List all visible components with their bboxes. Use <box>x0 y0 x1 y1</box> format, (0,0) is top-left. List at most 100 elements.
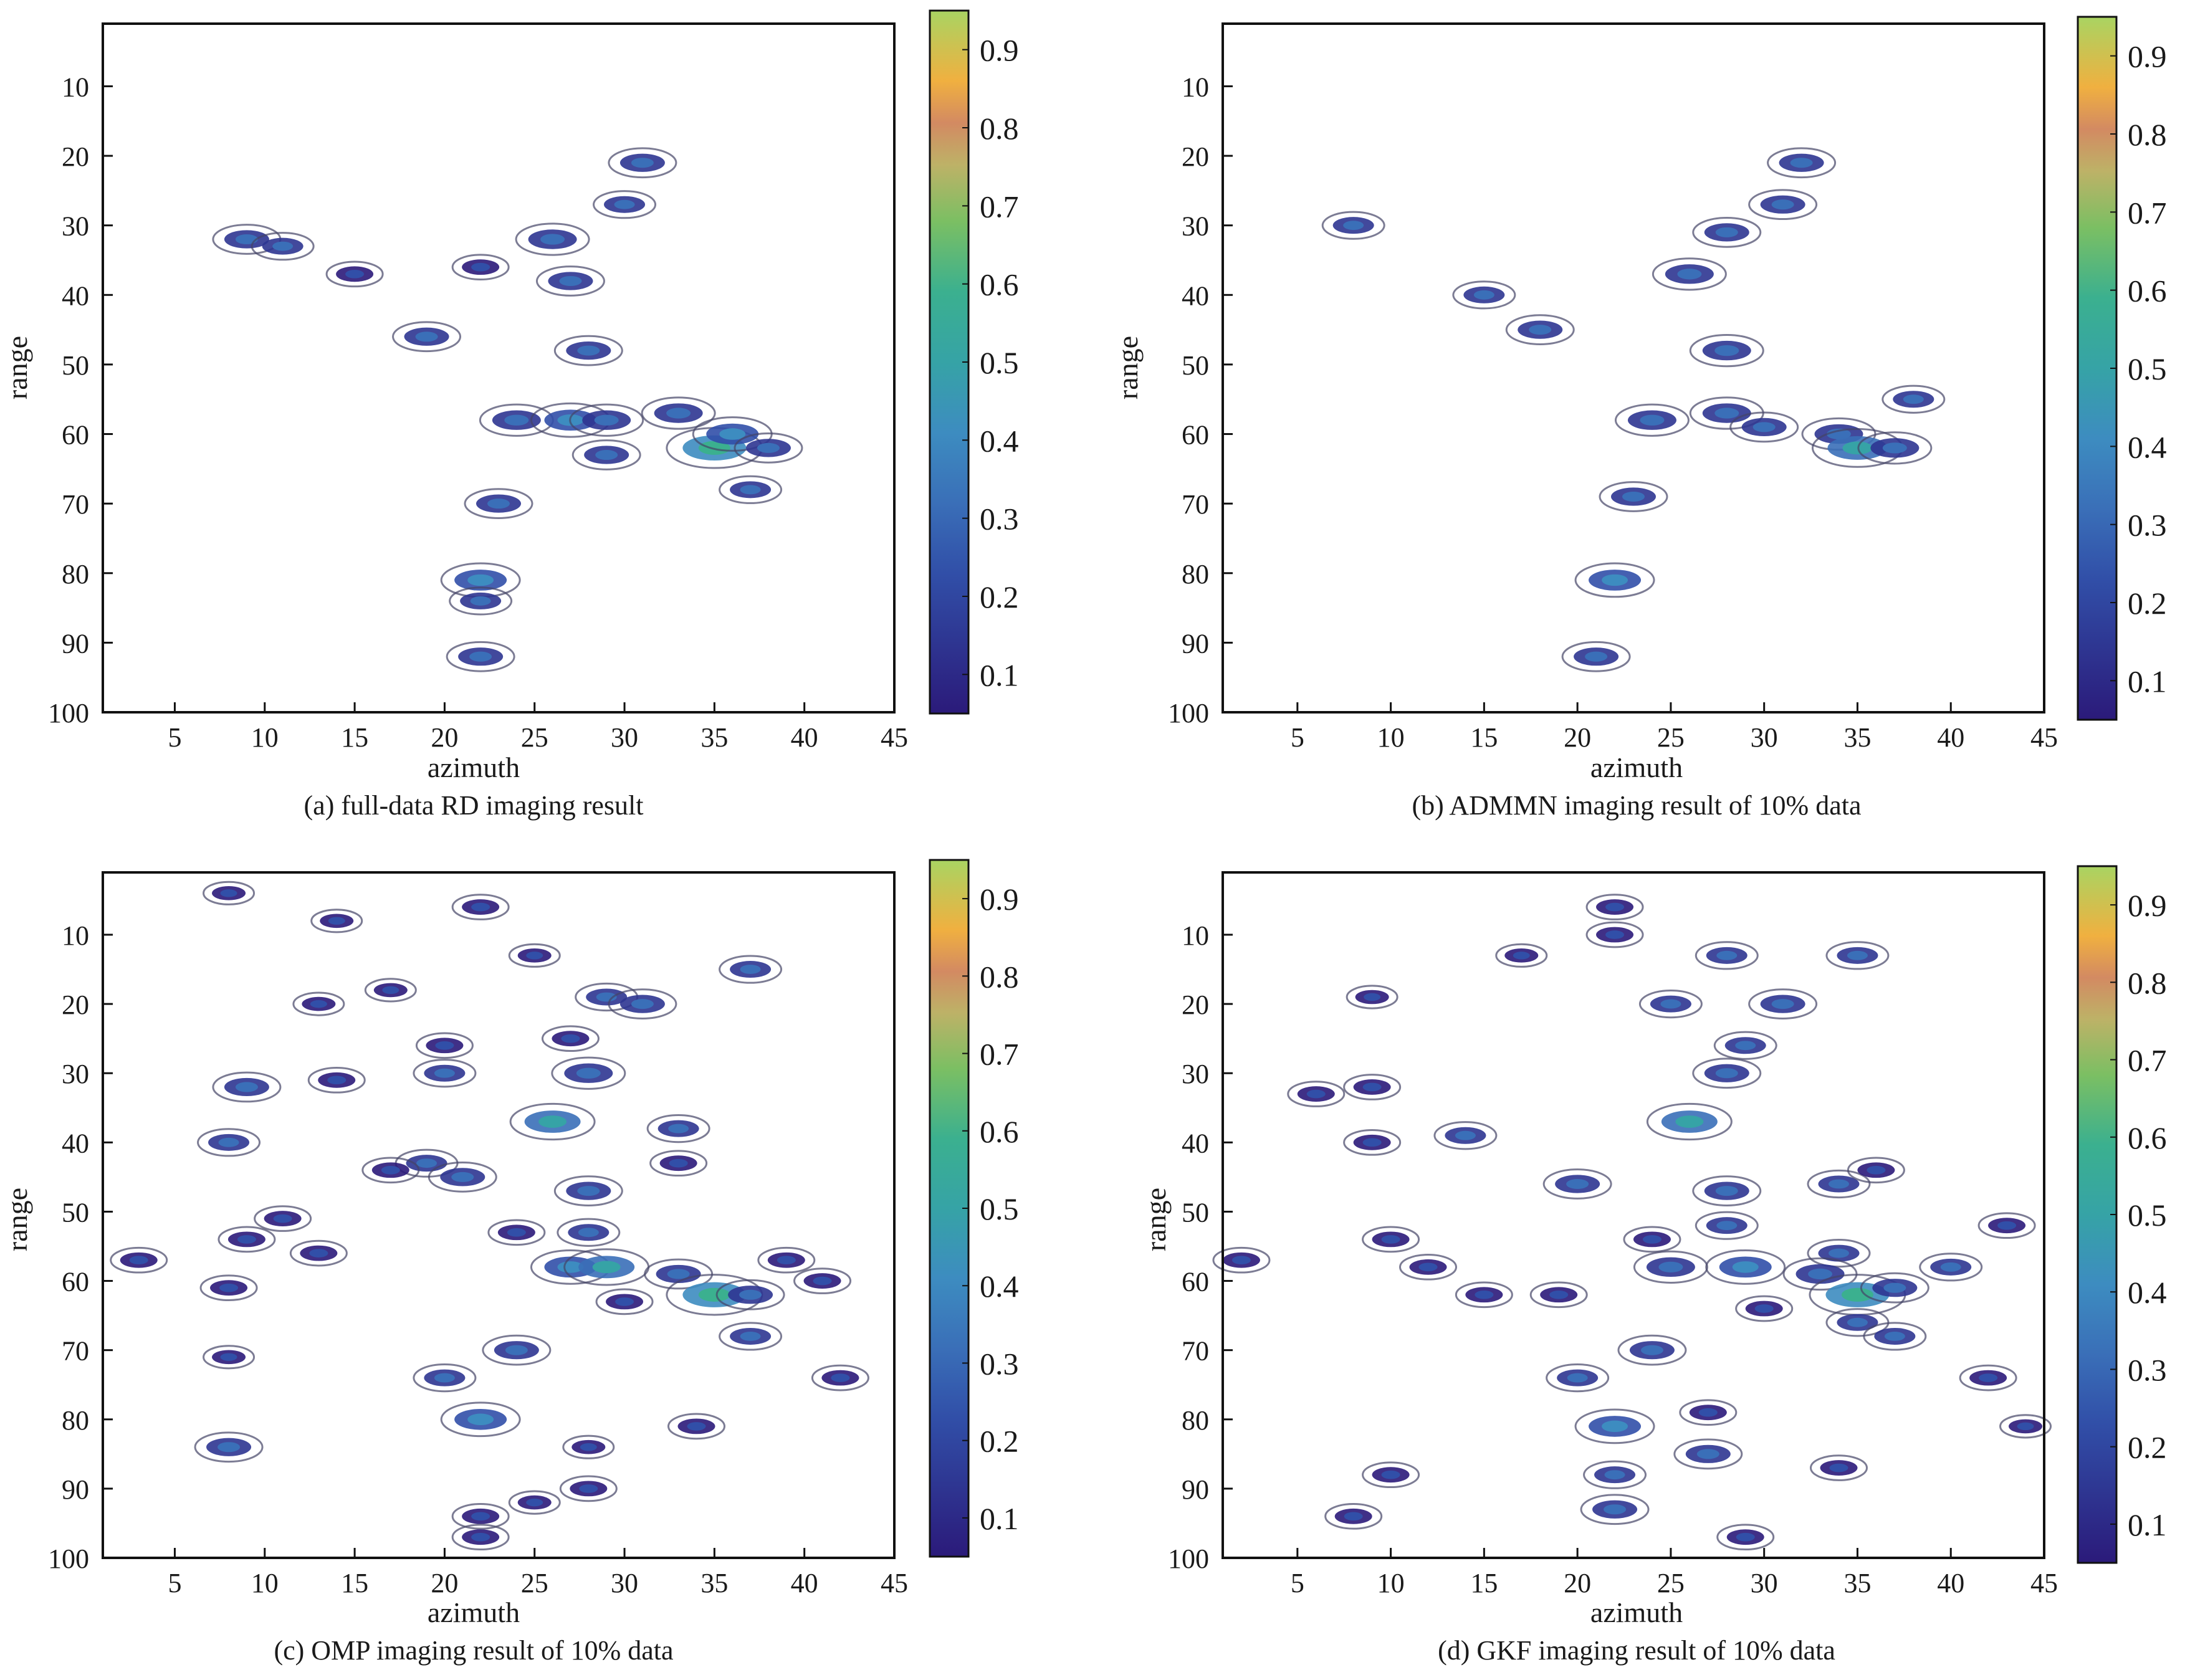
y-tick-label: 40 <box>1182 280 1209 311</box>
data-point-core <box>594 414 619 426</box>
colorbar-tick-label: 0.6 <box>980 267 1019 302</box>
chart-caption: (c) OMP imaging result of 10% data <box>274 1635 673 1666</box>
chart-panel-4: 5 10 15 20 25 30 35 40 45 10 20 30 40 50 60 70 80 90 100 az… <box>1140 865 2167 1666</box>
data-point-core <box>2017 1422 2034 1431</box>
y-tick-label: 60 <box>62 420 89 451</box>
y-tick-label: 20 <box>62 990 89 1020</box>
colorbar-tick-label: 0.9 <box>2128 888 2167 923</box>
data-point-core <box>1716 950 1738 960</box>
colorbar-tick-label: 0.5 <box>2128 351 2167 386</box>
colorbar <box>929 9 970 715</box>
data-point-core <box>467 574 494 586</box>
data-point-contour <box>559 1475 618 1502</box>
data-point-core <box>1364 993 1381 1001</box>
x-tick-label: 30 <box>611 1568 638 1598</box>
y-tick-label: 80 <box>62 1405 89 1436</box>
y-tick-label: 100 <box>48 1544 89 1574</box>
data-point-core <box>1829 1248 1849 1258</box>
data-point-core <box>218 1442 241 1453</box>
x-tick-label: 20 <box>431 1568 458 1598</box>
x-tick-label: 35 <box>1843 722 1871 753</box>
data-point-contour <box>1919 1253 1983 1282</box>
data-point-core <box>416 1158 437 1168</box>
data-point-contour <box>1689 333 1764 368</box>
data-point-contour <box>1881 384 1946 414</box>
colorbar-tick-label: 0.7 <box>980 1037 1019 1072</box>
x-tick-label: 15 <box>341 1568 368 1598</box>
data-point-contour <box>203 881 256 905</box>
data-point-contour <box>1959 1364 2017 1391</box>
x-tick-label: 35 <box>1843 1568 1871 1598</box>
colorbar-tick-label: 0.5 <box>980 345 1019 380</box>
data-point-core <box>719 428 746 440</box>
data-point-core <box>507 1228 526 1237</box>
colorbar-tick-label: 0.3 <box>2128 1352 2167 1387</box>
data-point-contour <box>451 254 510 280</box>
data-point-core <box>1675 1115 1704 1128</box>
x-tick-label: 5 <box>168 1568 181 1598</box>
x-tick-label: 35 <box>700 722 728 753</box>
data-point-contour <box>1735 1295 1794 1322</box>
data-point-core <box>777 1256 796 1265</box>
data-point-core <box>381 1165 400 1175</box>
x-tick-label: 30 <box>1751 722 1778 753</box>
data-point-contour <box>553 335 623 366</box>
x-tick-label: 20 <box>1564 1568 1591 1598</box>
data-point-core <box>1529 325 1552 335</box>
data-point-core <box>1829 1463 1848 1472</box>
data-point-contour <box>719 1322 783 1351</box>
x-tick-label: 20 <box>431 722 458 753</box>
data-point-core <box>595 449 618 461</box>
colorbar-tick-label: 0.1 <box>2128 1507 2167 1542</box>
y-tick-label: 90 <box>1182 1474 1209 1505</box>
data-point-contour <box>508 1490 561 1515</box>
colorbar-tick-label: 0.6 <box>2128 1120 2167 1155</box>
data-point-core <box>577 345 600 356</box>
data-point-contour <box>364 978 417 1003</box>
data-point-contour <box>1673 1438 1743 1470</box>
data-point-core <box>1455 1130 1476 1140</box>
data-point-core <box>580 1443 597 1451</box>
data-point-contour <box>557 1218 621 1247</box>
data-point-core <box>328 917 345 925</box>
data-point-contour <box>608 147 677 179</box>
x-tick-label: 40 <box>1937 1568 1964 1598</box>
x-tick-label: 25 <box>1657 1568 1685 1598</box>
data-point-core <box>1602 574 1628 586</box>
data-point-core <box>1698 1408 1718 1417</box>
data-point-contour <box>646 1114 710 1143</box>
data-point-core <box>1343 221 1364 231</box>
colorbar <box>2077 16 2118 721</box>
y-tick-label: 30 <box>1182 1059 1209 1089</box>
x-tick-label: 40 <box>791 1568 818 1598</box>
data-point-core <box>561 1034 580 1043</box>
chart-panel-1: 5 10 15 20 25 30 35 40 45 10 20 30 40 50 60 70 80 90 100 az… <box>1 9 1019 821</box>
data-points <box>1321 147 1946 672</box>
data-point-core <box>526 952 543 960</box>
data-point-contour <box>541 1025 600 1052</box>
data-point-contour <box>1362 1226 1420 1253</box>
data-point-core <box>487 499 510 509</box>
data-point-contour <box>1692 1175 1762 1206</box>
data-point-contour <box>1585 894 1644 920</box>
data-point-core <box>1771 999 1794 1009</box>
y-tick-label: 40 <box>62 1128 89 1158</box>
data-point-core <box>1677 269 1702 280</box>
data-points <box>110 881 869 1551</box>
data-point-contour <box>641 396 716 430</box>
data-point-core <box>1513 952 1530 960</box>
chart-panel-3: 5 10 15 20 25 30 35 40 45 10 20 30 40 50 60 70 80 90 100 az… <box>1 859 1019 1666</box>
data-point-core <box>740 485 761 495</box>
data-point-contour <box>1455 1281 1513 1309</box>
data-point-core <box>538 1115 567 1128</box>
data-point-contour <box>593 190 657 219</box>
data-point-core <box>435 1041 454 1050</box>
data-point-contour <box>569 403 644 437</box>
data-point-core <box>740 965 761 974</box>
data-point-contour <box>1863 1322 1927 1351</box>
y-axis-label: range <box>1140 1188 1172 1251</box>
data-point-contour <box>1614 403 1690 437</box>
y-tick-label: 50 <box>1182 350 1209 381</box>
x-tick-label: 5 <box>168 722 181 753</box>
data-point-core <box>1867 1165 1886 1175</box>
